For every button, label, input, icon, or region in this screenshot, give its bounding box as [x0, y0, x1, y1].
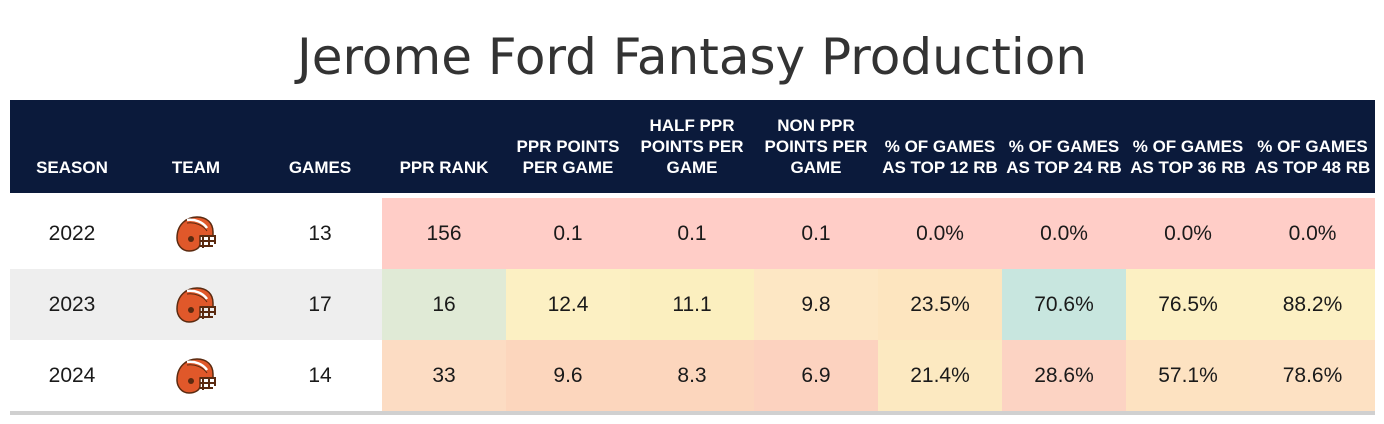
ppr-ppg-cell: 9.6	[506, 340, 630, 415]
team-cell	[134, 193, 258, 269]
ppr-rank-cell: 156	[382, 193, 506, 269]
header-games: GAMES	[258, 100, 382, 196]
top36-cell: 0.0%	[1126, 193, 1250, 269]
non-ppr-ppg-cell: 9.8	[754, 269, 878, 340]
half-ppr-ppg-cell: 8.3	[630, 340, 754, 415]
team-cell	[134, 340, 258, 415]
top24-cell: 0.0%	[1002, 193, 1126, 269]
header-season: SEASON	[10, 100, 134, 196]
browns-helmet-icon	[173, 356, 219, 396]
non-ppr-ppg-cell: 0.1	[754, 193, 878, 269]
ppr-ppg-cell: 12.4	[506, 269, 630, 340]
top48-cell: 0.0%	[1250, 193, 1375, 269]
header-top24: % OF GAMES AS TOP 24 RB	[1002, 100, 1126, 196]
header-top12: % OF GAMES AS TOP 12 RB	[878, 100, 1002, 196]
games-cell: 14	[258, 340, 382, 415]
header-ppr-rank: PPR RANK	[382, 100, 506, 196]
table-row: 2023 17 16 12.4 11.1 9.8 23.5% 70.6% 76.…	[10, 269, 1375, 340]
header-ppr-ppg: PPR POINTS PER GAME	[506, 100, 630, 196]
non-ppr-ppg-cell: 6.9	[754, 340, 878, 415]
top24-cell: 28.6%	[1002, 340, 1126, 415]
header-top36: % OF GAMES AS TOP 36 RB	[1126, 100, 1250, 196]
top12-cell: 21.4%	[878, 340, 1002, 415]
ppr-rank-cell: 16	[382, 269, 506, 340]
ppr-ppg-cell: 0.1	[506, 193, 630, 269]
top48-cell: 78.6%	[1250, 340, 1375, 415]
season-cell: 2023	[10, 269, 134, 340]
season-cell: 2022	[10, 193, 134, 269]
half-ppr-ppg-cell: 0.1	[630, 193, 754, 269]
production-table: SEASON TEAM GAMES PPR RANK PPR POINTS PE…	[10, 100, 1375, 415]
browns-helmet-icon	[173, 285, 219, 325]
half-ppr-ppg-cell: 11.1	[630, 269, 754, 340]
header-top48: % OF GAMES AS TOP 48 RB	[1250, 100, 1375, 196]
top36-cell: 57.1%	[1126, 340, 1250, 415]
header-half-ppr-ppg: HALF PPR POINTS PER GAME	[630, 100, 754, 196]
top12-cell: 0.0%	[878, 193, 1002, 269]
games-cell: 17	[258, 269, 382, 340]
top48-cell: 88.2%	[1250, 269, 1375, 340]
header-non-ppr-ppg: NON PPR POINTS PER GAME	[754, 100, 878, 196]
top12-cell: 23.5%	[878, 269, 1002, 340]
team-cell	[134, 269, 258, 340]
table-header: SEASON TEAM GAMES PPR RANK PPR POINTS PE…	[10, 100, 1375, 196]
table-row: 2024 14 33 9.6 8.3 6.9 21.4% 28.6% 57.1%…	[10, 340, 1375, 415]
top24-cell: 70.6%	[1002, 269, 1126, 340]
header-team: TEAM	[134, 100, 258, 196]
top36-cell: 76.5%	[1126, 269, 1250, 340]
browns-helmet-icon	[173, 214, 219, 254]
table-row: 2022 13 156 0.1 0.1 0.1 0.0% 0.0% 0.0% 0…	[10, 193, 1375, 269]
season-cell: 2024	[10, 340, 134, 415]
ppr-rank-cell: 33	[382, 340, 506, 415]
page-title: Jerome Ford Fantasy Production	[296, 28, 1088, 86]
games-cell: 13	[258, 193, 382, 269]
